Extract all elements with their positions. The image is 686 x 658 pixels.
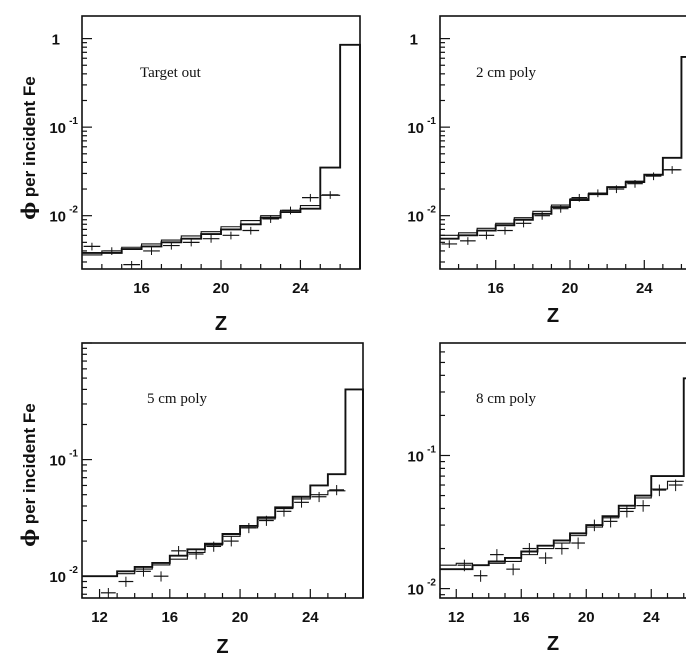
x-tick-label: 16 xyxy=(133,280,150,297)
model-step-line xyxy=(440,56,686,240)
y-tick-label: 10 xyxy=(407,209,424,226)
svg-text:ϕ per incident Fe: ϕ per incident Fe xyxy=(18,76,40,220)
alt-step-line xyxy=(440,480,684,566)
y-tick-exponent: -2 xyxy=(69,205,78,216)
y-tick-exponent: -1 xyxy=(427,444,436,455)
y-tick-label: 10 xyxy=(49,209,66,226)
x-tick-label: 20 xyxy=(578,609,595,626)
alt-step-line xyxy=(82,490,346,577)
y-tick-label: 1 xyxy=(52,32,60,49)
panel-title: 2 cm poly xyxy=(476,65,536,81)
y-tick-exponent: -1 xyxy=(69,116,78,127)
x-tick-label: 20 xyxy=(232,609,249,626)
x-axis-label: Z xyxy=(215,313,227,335)
y-tick-label: 10 xyxy=(49,453,66,470)
y-axis-label: ϕ per incident Fe xyxy=(18,76,40,220)
y-tick-exponent: -2 xyxy=(69,565,78,576)
x-tick-label: 20 xyxy=(213,280,230,297)
y-tick-label: 10 xyxy=(49,120,66,137)
x-axis-label: Z xyxy=(547,305,559,327)
plot-frame xyxy=(439,342,686,599)
y-tick-label: 10 xyxy=(407,120,424,137)
y-axis-label: ϕ per incident Fe xyxy=(18,403,40,547)
alt-step-line xyxy=(82,194,341,256)
panel-title: Target out xyxy=(140,65,202,81)
y-axis-label-text: per incident Fe xyxy=(20,403,39,529)
x-tick-label: 24 xyxy=(302,609,319,626)
x-tick-label: 24 xyxy=(636,280,653,297)
y-axis-label-text: per incident Fe xyxy=(20,76,39,202)
y-tick-exponent: -2 xyxy=(427,578,436,589)
alt-step-line xyxy=(440,169,682,236)
x-tick-label: 12 xyxy=(91,609,108,626)
y-tick-label: 1 xyxy=(410,32,418,49)
y-tick-label: 10 xyxy=(407,582,424,599)
plot-frame xyxy=(81,342,364,599)
x-tick-label: 24 xyxy=(643,609,660,626)
y-tick-label: 10 xyxy=(407,448,424,465)
y-tick-label: 10 xyxy=(49,569,66,586)
panel-title: 8 cm poly xyxy=(476,391,536,407)
x-tick-label: 20 xyxy=(562,280,579,297)
y-tick-exponent: -1 xyxy=(427,116,436,127)
x-tick-label: 12 xyxy=(448,609,465,626)
x-tick-label: 16 xyxy=(161,609,178,626)
model-step-line xyxy=(82,388,364,598)
x-tick-label: 16 xyxy=(513,609,530,626)
x-tick-label: 16 xyxy=(487,280,504,297)
y-tick-exponent: -2 xyxy=(427,205,436,216)
x-axis-label: Z xyxy=(547,633,559,655)
model-step-line xyxy=(82,43,361,269)
x-tick-label: 24 xyxy=(292,280,309,297)
svg-text:ϕ per incident Fe: ϕ per incident Fe xyxy=(18,403,40,547)
y-axis-label-symbol: ϕ xyxy=(18,202,40,220)
model-step-line xyxy=(440,377,686,571)
y-axis-label-symbol: ϕ xyxy=(18,529,40,547)
panel-title: 5 cm poly xyxy=(147,391,207,407)
x-axis-label: Z xyxy=(216,636,228,658)
y-tick-exponent: -1 xyxy=(69,449,78,460)
